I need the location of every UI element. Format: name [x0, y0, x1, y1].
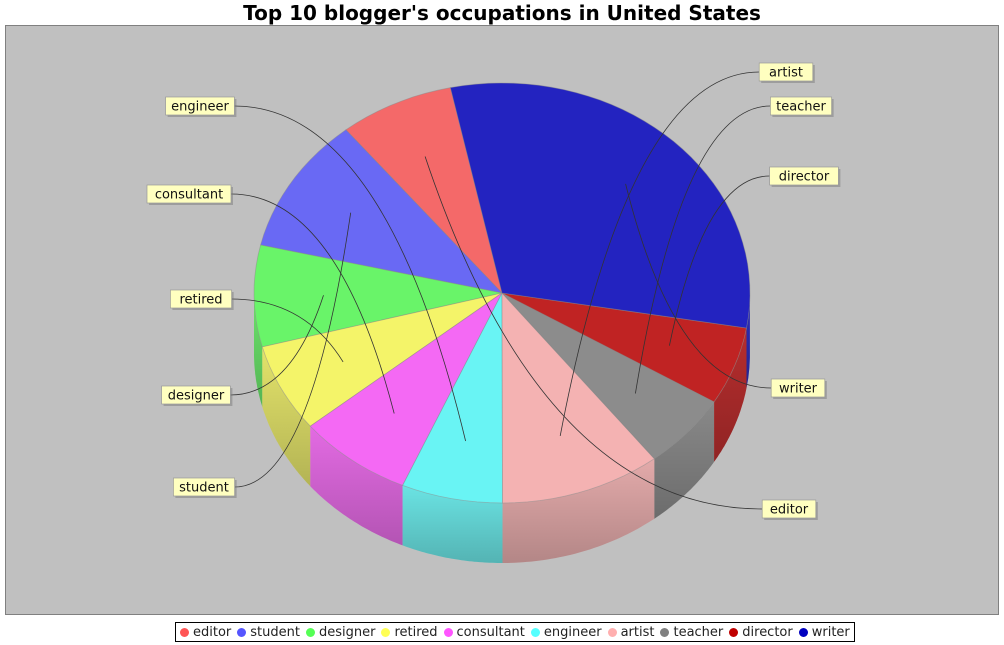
legend-swatch-artist — [607, 627, 617, 637]
leader-line-retired — [231, 298, 344, 363]
legend-swatch-editor — [180, 627, 189, 637]
pie-side-shade-teacher — [654, 401, 715, 519]
slice-label-teacher: teacher — [776, 100, 826, 115]
legend-swatch-retired — [381, 627, 391, 637]
leader-line-writer — [625, 183, 772, 389]
chart-title: Top 10 blogger's occupations in United S… — [243, 1, 761, 25]
legend-label-consultant: consultant — [456, 624, 525, 640]
label-box-teacher — [770, 96, 832, 116]
legend-item-writer: writer — [798, 624, 850, 640]
legend-item-student: student — [237, 625, 300, 640]
label-box-student — [173, 477, 235, 497]
pie-slice-teacher — [501, 292, 715, 460]
legend-swatch-writer — [798, 627, 808, 637]
chart-legend: editor student designer retired consultant en… — [175, 622, 855, 642]
legend-swatch-engineer — [530, 627, 540, 637]
label-box-editor — [761, 499, 817, 519]
label-box-retired — [170, 289, 232, 309]
pie-slice-writer — [449, 82, 751, 329]
legend-label-designer: designer — [318, 624, 376, 640]
label-box-designer — [161, 385, 231, 405]
slice-label-student: student — [179, 481, 229, 496]
slice-label-designer: designer — [168, 389, 225, 404]
label-box-consultant — [146, 184, 232, 204]
pie-slice-consultant — [309, 292, 503, 486]
label-box-engineer — [165, 96, 235, 116]
leader-line-designer — [230, 295, 324, 396]
leader-line-student — [234, 212, 352, 488]
legend-item-engineer: engineer — [530, 624, 602, 640]
pie-side-shade-artist — [502, 458, 655, 563]
legend-label-director: director — [742, 624, 793, 640]
legend-label-editor: editor — [193, 624, 232, 640]
pie-side-shade-writer — [746, 297, 750, 388]
slice-label-engineer: engineer — [171, 100, 229, 115]
leader-line-engineer — [234, 105, 466, 442]
leader-line-teacher — [635, 105, 771, 394]
pie-slice-director — [501, 292, 747, 403]
pie-side-shade-engineer — [402, 485, 503, 563]
legend-item-teacher: teacher — [660, 625, 723, 640]
pie-slice-engineer — [402, 292, 503, 504]
label-box-artist — [758, 62, 814, 82]
legend-label-engineer: engineer — [543, 624, 602, 640]
legend-label-artist: artist — [620, 624, 655, 640]
legend-item-director: director — [729, 624, 793, 640]
slice-label-retired: retired — [179, 293, 222, 308]
label-box-director — [769, 166, 839, 186]
legend-item-retired: retired — [381, 624, 438, 640]
legend-swatch-consultant — [443, 627, 453, 637]
pie-slice-artist — [501, 291, 656, 504]
legend-item-artist: artist — [607, 624, 655, 640]
leader-line-consultant — [230, 193, 395, 414]
legend-label-writer: writer — [811, 624, 850, 640]
pie-side-shade-retired — [262, 346, 311, 487]
legend-item-editor: editor — [180, 625, 231, 640]
slice-label-writer: writer — [779, 382, 818, 397]
legend-label-teacher: teacher — [673, 624, 724, 640]
legend-swatch-director — [729, 627, 739, 637]
label-box-writer — [770, 378, 826, 398]
legend-swatch-teacher — [660, 627, 670, 637]
legend-item-consultant: consultant — [443, 624, 525, 640]
leader-line-editor — [424, 156, 763, 510]
pie-side-shade-consultant — [310, 426, 403, 546]
legend-swatch-designer — [305, 627, 315, 637]
legend-swatch-student — [237, 627, 247, 637]
pie-slice-designer — [253, 244, 503, 348]
slice-label-consultant: consultant — [155, 188, 223, 203]
legend-item-designer: designer — [305, 624, 376, 640]
leader-line-director — [669, 175, 770, 346]
pie-slice-retired — [261, 292, 503, 427]
slice-label-director: director — [779, 170, 830, 185]
slice-label-artist: artist — [769, 66, 803, 81]
legend-label-student: student — [250, 624, 300, 640]
slice-label-editor: editor — [770, 503, 809, 518]
leader-line-artist — [559, 71, 760, 436]
pie-side-shade-director — [714, 328, 747, 462]
legend-label-retired: retired — [394, 624, 438, 640]
